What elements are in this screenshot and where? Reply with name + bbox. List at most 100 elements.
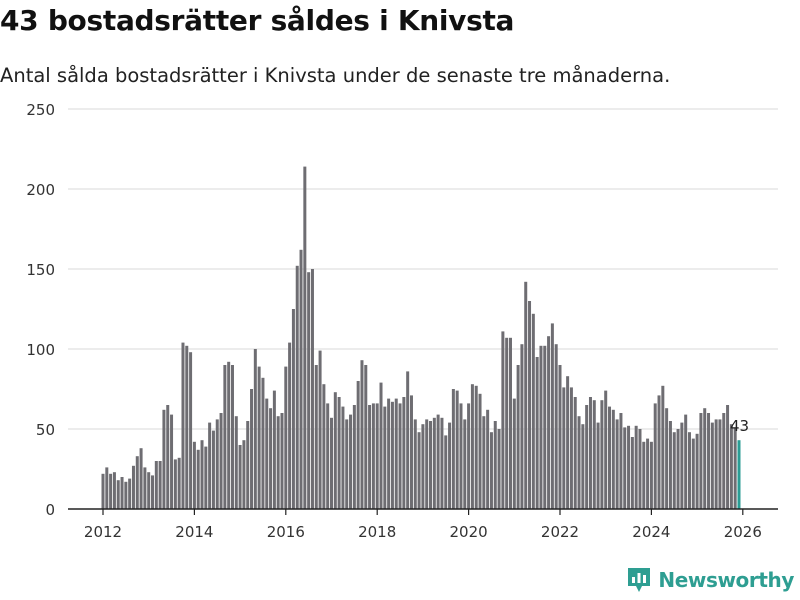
bar — [307, 272, 311, 509]
bar — [291, 309, 295, 509]
bar — [177, 457, 181, 509]
bar — [101, 473, 105, 509]
bar — [630, 437, 634, 509]
bar — [684, 414, 688, 509]
bar — [318, 350, 322, 509]
bar — [429, 421, 433, 509]
bar — [566, 376, 570, 509]
bar — [413, 419, 417, 509]
bar — [653, 403, 657, 509]
bar — [657, 395, 661, 509]
bar — [352, 405, 356, 509]
bar — [691, 438, 695, 509]
y-tick-label: 100 — [26, 341, 55, 359]
bar — [238, 445, 242, 509]
bar — [223, 365, 227, 509]
bar — [482, 416, 486, 509]
bar — [253, 349, 257, 509]
bar — [733, 427, 737, 509]
bar — [501, 331, 505, 509]
bar — [619, 413, 623, 509]
grid-lines — [68, 108, 778, 430]
y-axis-labels: 0 50 100 150 200 250 — [26, 101, 55, 519]
bar — [661, 385, 665, 509]
bar — [550, 323, 554, 509]
bar — [173, 459, 177, 509]
bar — [269, 408, 273, 509]
bar — [455, 390, 459, 509]
bar — [303, 166, 307, 509]
bar — [512, 398, 516, 509]
y-tick-label: 250 — [26, 101, 55, 119]
bar — [219, 413, 223, 509]
bar — [676, 429, 680, 509]
bar — [124, 481, 128, 509]
bar — [596, 422, 600, 509]
bar — [158, 461, 162, 509]
bar — [284, 366, 288, 509]
bar — [699, 413, 703, 509]
bar — [394, 398, 398, 509]
bar — [505, 337, 509, 509]
bar — [215, 419, 219, 509]
bar — [459, 403, 463, 509]
bar — [531, 313, 535, 509]
bar — [535, 357, 539, 509]
bar — [383, 406, 387, 509]
bar — [539, 345, 543, 509]
bar — [341, 406, 345, 509]
bar — [288, 342, 292, 509]
bar — [356, 381, 360, 509]
x-tick-label: 2018 — [358, 523, 396, 541]
bar — [516, 365, 520, 509]
bar — [585, 405, 589, 509]
bar — [703, 408, 707, 509]
bar — [333, 392, 337, 509]
bar — [116, 480, 120, 509]
bar — [627, 425, 631, 509]
bar — [166, 405, 170, 509]
bar — [707, 413, 711, 509]
x-axis — [68, 508, 778, 515]
x-axis-labels: 2012 2014 2016 2018 2020 2022 2024 2026 — [84, 523, 762, 541]
bar — [128, 478, 132, 509]
y-tick-label: 50 — [36, 421, 55, 439]
bar — [665, 408, 669, 509]
bar — [417, 432, 421, 509]
bar — [154, 461, 158, 509]
bar — [611, 409, 615, 509]
y-tick-label: 200 — [26, 181, 55, 199]
bar — [467, 403, 471, 509]
bar — [470, 384, 474, 509]
bar — [230, 365, 234, 509]
bar — [710, 422, 714, 509]
bar — [181, 342, 185, 509]
bar — [592, 400, 596, 509]
bar — [368, 405, 372, 509]
bar — [402, 397, 406, 509]
bar — [562, 387, 566, 509]
bar — [250, 389, 254, 509]
x-tick-label: 2012 — [84, 523, 122, 541]
chart-subtitle: Antal sålda bostadsrätter i Knivsta unde… — [0, 64, 671, 87]
bar — [588, 397, 592, 509]
bar — [314, 365, 318, 509]
bar — [722, 413, 726, 509]
bar — [668, 421, 672, 509]
bar — [604, 390, 608, 509]
bar — [371, 403, 375, 509]
x-tick-label: 2026 — [724, 523, 762, 541]
bar — [642, 441, 646, 509]
bar — [680, 422, 684, 509]
bar — [493, 421, 497, 509]
bar — [139, 448, 143, 509]
bar — [143, 467, 147, 509]
bar — [265, 398, 269, 509]
x-tick-label: 2022 — [541, 523, 579, 541]
bar — [375, 403, 379, 509]
bar — [581, 424, 585, 509]
bar — [646, 438, 650, 509]
bar — [600, 400, 604, 509]
bar — [337, 397, 341, 509]
